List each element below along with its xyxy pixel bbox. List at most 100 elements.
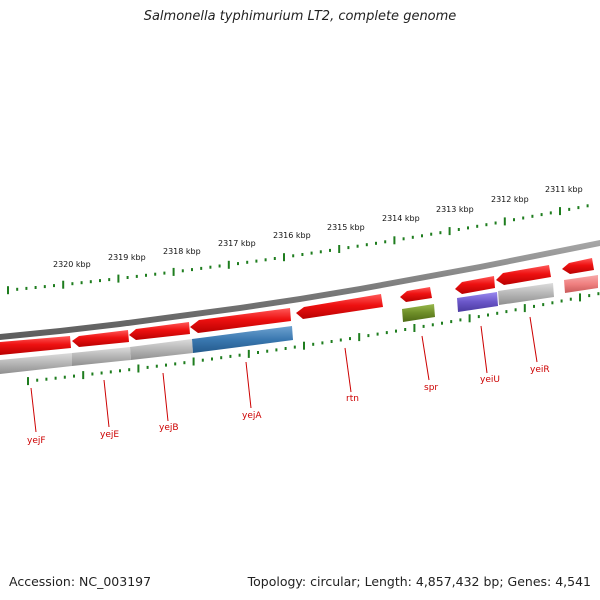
- major-tick: [503, 217, 506, 226]
- minor-tick: [45, 377, 48, 381]
- major-tick: [393, 236, 396, 245]
- minor-tick: [513, 218, 515, 222]
- minor-tick: [496, 311, 499, 315]
- cds-yeiR[interactable]: [498, 283, 554, 305]
- minor-tick: [321, 341, 324, 345]
- minor-tick: [284, 347, 287, 350]
- minor-tick: [569, 297, 572, 301]
- minor-tick: [255, 259, 258, 263]
- minor-tick: [275, 348, 278, 352]
- cds-next[interactable]: [564, 275, 598, 293]
- minor-tick: [568, 207, 571, 211]
- minor-tick: [457, 228, 460, 231]
- minor-tick: [347, 246, 350, 250]
- cds-yejA[interactable]: [192, 326, 293, 353]
- gene-arrow-yejA[interactable]: [190, 308, 291, 333]
- minor-tick: [154, 272, 157, 276]
- minor-tick: [246, 260, 249, 264]
- minor-tick: [450, 320, 453, 324]
- minor-tick: [191, 268, 193, 272]
- minor-tick: [119, 369, 121, 373]
- minor-tick: [439, 231, 442, 235]
- minor-tick: [441, 321, 443, 325]
- minor-tick: [146, 365, 149, 369]
- minor-tick: [99, 279, 101, 283]
- cds-spr[interactable]: [402, 304, 435, 322]
- minor-tick: [201, 358, 204, 362]
- gene-arrow-yeiU[interactable]: [455, 276, 495, 294]
- minor-tick: [477, 315, 480, 319]
- minor-tick: [80, 281, 83, 285]
- gene-arrow-yeiR[interactable]: [496, 265, 551, 285]
- minor-tick: [551, 301, 554, 305]
- gene-arrow-yejB[interactable]: [129, 322, 190, 340]
- gene-labels: yejF yejE yejB yejA rtn spr yeiU yeiR: [27, 365, 550, 446]
- gene-label-yeiR[interactable]: yeiR: [530, 365, 550, 375]
- minor-tick: [135, 274, 138, 278]
- minor-tick: [229, 354, 232, 358]
- major-tick: [559, 207, 561, 216]
- minor-tick: [301, 253, 304, 256]
- minor-tick: [89, 280, 92, 284]
- ruler-label: 2319 kbp: [108, 253, 146, 262]
- genome-summary: Topology: circular; Length: 4,857,432 bp…: [247, 574, 591, 589]
- cds-yejF[interactable]: [0, 353, 72, 374]
- minor-tick: [273, 257, 276, 260]
- minor-tick: [209, 265, 212, 269]
- minor-tick: [422, 324, 425, 328]
- major-tick: [579, 293, 581, 302]
- gene-label-yeiU[interactable]: yeiU: [480, 375, 500, 385]
- ruler-label: 2318 kbp: [163, 247, 201, 256]
- minor-tick: [402, 237, 405, 241]
- minor-tick: [174, 362, 177, 366]
- minor-tick: [25, 286, 28, 290]
- major-tick: [413, 324, 416, 332]
- ruler-labels: 2320 kbp 2319 kbp 2318 kbp 2317 kbp 2316…: [53, 185, 583, 269]
- minor-tick: [430, 232, 433, 236]
- gene-label-yejB[interactable]: yejB: [159, 423, 179, 433]
- gene-label-yejE[interactable]: yejE: [100, 430, 119, 440]
- outer-tick-ring: [7, 204, 589, 295]
- minor-tick: [34, 286, 37, 289]
- minor-tick: [128, 368, 131, 372]
- minor-tick: [549, 211, 552, 215]
- gene-arrow-spr[interactable]: [400, 287, 432, 302]
- major-tick: [137, 364, 140, 373]
- gene-label-spr[interactable]: spr: [424, 383, 438, 393]
- minor-tick: [257, 351, 259, 354]
- minor-tick: [485, 223, 488, 227]
- cds-features: [0, 275, 598, 374]
- minor-tick: [329, 248, 331, 252]
- cds-yejE[interactable]: [72, 347, 131, 366]
- minor-tick: [459, 318, 462, 322]
- accession-text: Accession: NC_003197: [9, 574, 152, 589]
- ruler-label: 2316 kbp: [273, 231, 311, 240]
- minor-tick: [16, 287, 19, 291]
- ruler-label: 2315 kbp: [327, 223, 365, 232]
- minor-tick: [365, 243, 368, 247]
- gene-label-rtn[interactable]: rtn: [346, 394, 359, 404]
- major-tick: [358, 333, 361, 342]
- minor-tick: [411, 235, 414, 239]
- minor-tick: [384, 240, 387, 244]
- minor-tick: [339, 338, 342, 342]
- minor-tick: [514, 308, 517, 312]
- cds-yeiU[interactable]: [457, 292, 498, 312]
- cds-yejB[interactable]: [130, 339, 193, 360]
- gene-label-yejA[interactable]: yejA: [242, 411, 262, 421]
- ruler-label: 2314 kbp: [382, 214, 420, 223]
- major-tick: [448, 227, 451, 236]
- gene-arrow-yejF[interactable]: [0, 336, 71, 355]
- minor-tick: [165, 363, 167, 367]
- minor-tick: [319, 250, 322, 254]
- gene-leader-lines: [30, 316, 538, 433]
- gene-arrow-next[interactable]: [562, 258, 594, 274]
- minor-tick: [293, 345, 296, 349]
- minor-tick: [108, 278, 111, 282]
- gene-arrow-yejE[interactable]: [72, 330, 129, 347]
- gene-arrow-rtn[interactable]: [296, 294, 383, 319]
- major-tick: [172, 267, 175, 276]
- gene-label-yejF[interactable]: yejF: [27, 436, 46, 446]
- major-tick: [468, 314, 471, 323]
